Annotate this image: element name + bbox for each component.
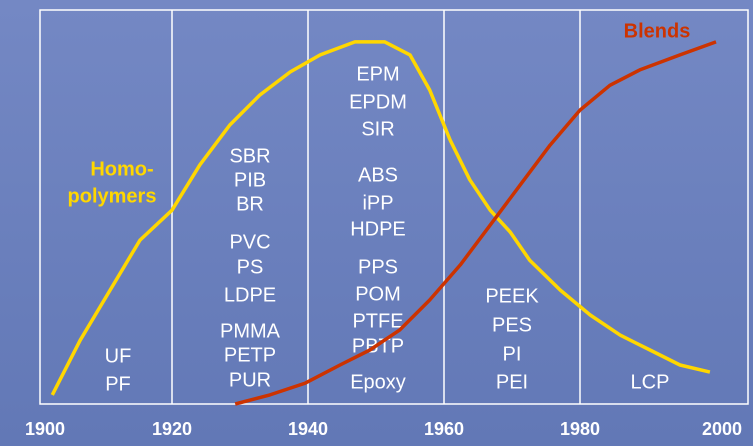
polymer-label: SBR: [229, 145, 270, 167]
polymer-label: LDPE: [224, 284, 276, 306]
polymer-label: PETP: [224, 344, 276, 366]
polymer-label: HDPE: [350, 218, 406, 240]
polymer-label: iPP: [362, 192, 393, 214]
polymer-label: Epoxy: [350, 371, 406, 393]
x-tick-label: 1900: [25, 419, 65, 439]
polymer-label: PMMA: [220, 320, 281, 342]
polymer-label: PTFE: [352, 310, 403, 332]
polymer-label: PF: [105, 373, 131, 395]
polymer-label: PES: [492, 314, 532, 336]
series-label: Blends: [624, 20, 691, 42]
polymer-label: ABS: [358, 164, 398, 186]
polymer-label: PEI: [496, 371, 528, 393]
polymer-label: PPS: [358, 256, 398, 278]
x-tick-label: 1940: [288, 419, 328, 439]
polymer-label: PVC: [229, 231, 270, 253]
polymer-label: PEEK: [485, 285, 539, 307]
polymer-label: BR: [236, 193, 264, 215]
polymer-label: PI: [503, 343, 522, 365]
series-line: [234, 40, 717, 406]
x-tick-label: 1920: [152, 419, 192, 439]
series-label: Homo-: [90, 158, 153, 180]
plot-frame: [39, 9, 749, 405]
polymer-label: PS: [237, 256, 264, 278]
polymer-label: POM: [355, 283, 401, 305]
x-tick-label: 1960: [424, 419, 464, 439]
x-tick-label: 2000: [702, 419, 742, 439]
series-line: [50, 40, 711, 396]
polymer-label: LCP: [631, 371, 670, 393]
x-tick-label: 1980: [560, 419, 600, 439]
series-label: polymers: [68, 185, 157, 207]
polymer-label: PIB: [234, 169, 266, 191]
polymer-label: PUR: [229, 369, 271, 391]
polymer-label: EPDM: [349, 91, 407, 113]
polymer-label: EPM: [356, 63, 399, 85]
polymer-label: UF: [105, 345, 132, 367]
polymer-label: SIR: [361, 118, 394, 140]
